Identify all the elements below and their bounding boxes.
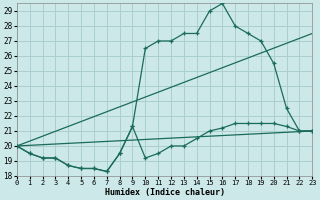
X-axis label: Humidex (Indice chaleur): Humidex (Indice chaleur) [105,188,225,197]
